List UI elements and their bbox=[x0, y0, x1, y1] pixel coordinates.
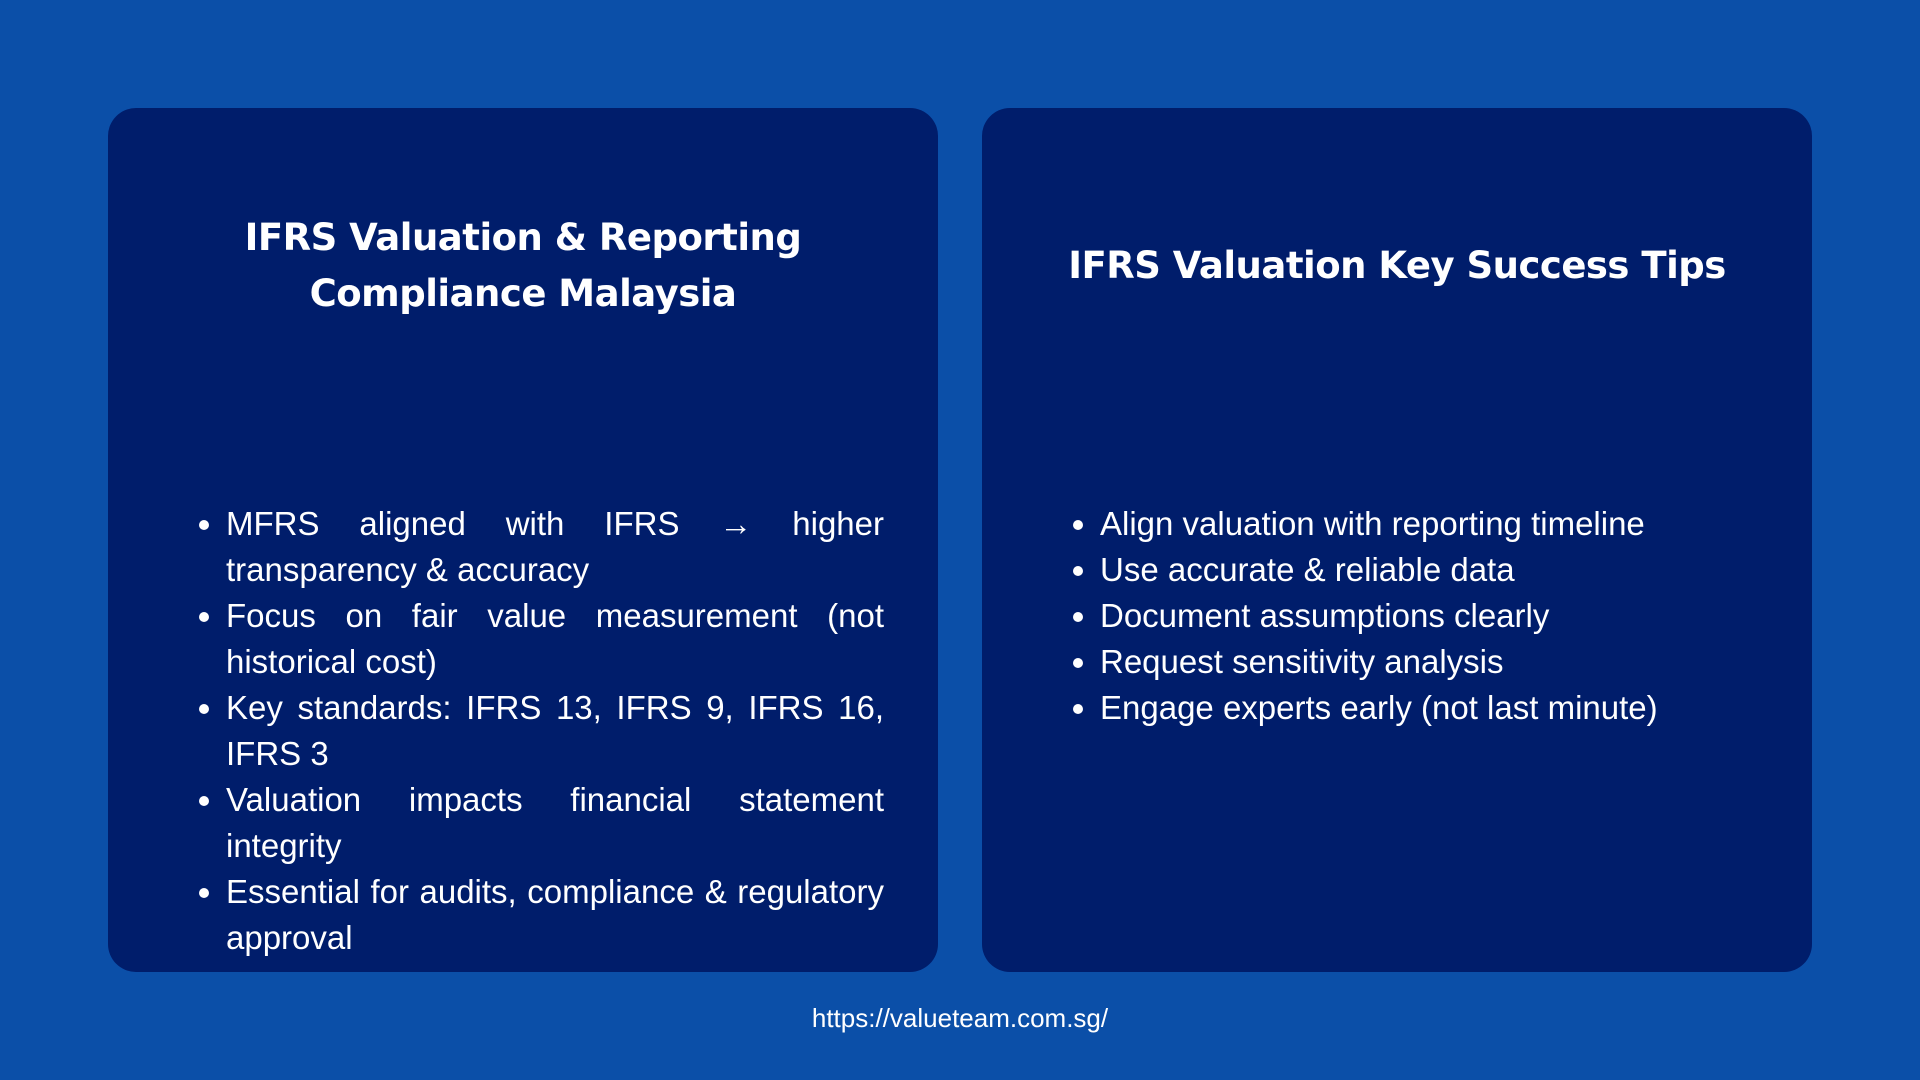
list-item: Key standards: IFRS 13, IFRS 9, IFRS 16,… bbox=[226, 685, 884, 777]
list-item: Valuation impacts financial statement in… bbox=[226, 777, 884, 869]
compliance-card-title: IFRS Valuation & Reporting Compliance Ma… bbox=[244, 216, 802, 315]
list-item: Use accurate & reliable data bbox=[1100, 547, 1758, 593]
compliance-card: IFRS Valuation & Reporting Compliance Ma… bbox=[108, 108, 938, 972]
success-tips-card: IFRS Valuation Key Success Tips Align va… bbox=[982, 108, 1812, 972]
success-tips-bullet-list: Align valuation with reporting timeline … bbox=[1070, 501, 1758, 731]
list-item: Document assumptions clearly bbox=[1100, 593, 1758, 639]
list-item: Align valuation with reporting timeline bbox=[1100, 501, 1758, 547]
list-item: MFRS aligned with IFRS → higher transpar… bbox=[226, 501, 884, 593]
list-item: Focus on fair value measurement (not his… bbox=[226, 593, 884, 685]
list-item: Essential for audits, compliance & regul… bbox=[226, 869, 884, 961]
list-item: Request sensitivity analysis bbox=[1100, 639, 1758, 685]
success-tips-card-title: IFRS Valuation Key Success Tips bbox=[1068, 244, 1726, 287]
footer-url: https://valueteam.com.sg/ bbox=[811, 1003, 1109, 1033]
list-item: Engage experts early (not last minute) bbox=[1100, 685, 1758, 731]
compliance-bullet-list: MFRS aligned with IFRS → higher transpar… bbox=[196, 501, 884, 961]
